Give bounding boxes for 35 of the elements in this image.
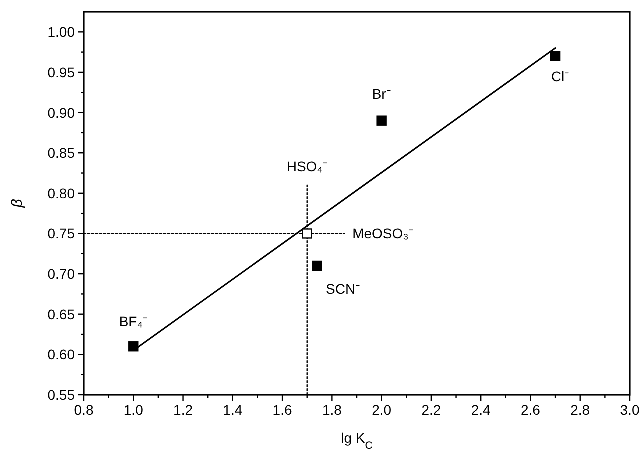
annotation: HSO₄⁻ <box>286 158 328 174</box>
y-tick-label: 0.75 <box>48 226 76 242</box>
x-tick-label: 2.2 <box>422 402 442 418</box>
x-tick-label: 2.6 <box>520 402 541 418</box>
x-tick-label: 0.8 <box>74 402 94 418</box>
annotation: Br⁻ <box>372 86 392 102</box>
text: 0.80 <box>48 185 75 202</box>
x-axis-title: lg K$_{C}$ <box>341 430 374 452</box>
point <box>550 51 561 62</box>
x-tick-label: 2.8 <box>570 402 590 418</box>
annotation: BF₄⁻ <box>119 314 148 330</box>
y-tick-label: 0.95 <box>48 64 76 80</box>
x-tick-label: 1.2 <box>174 402 194 418</box>
annotation: MeOSO₃⁻ <box>352 226 414 242</box>
y-tick-label: 0.65 <box>48 306 76 322</box>
text: 1.0 <box>124 402 144 418</box>
text: 2.0 <box>372 402 392 418</box>
y-tick-label: 0.55 <box>48 387 76 403</box>
point <box>128 342 139 352</box>
point <box>312 260 322 272</box>
x-tick-label: 1.4 <box>223 402 243 418</box>
y-tick-label: 0.85 <box>48 145 76 162</box>
point <box>376 116 387 126</box>
x-tick-label: 2.4 <box>471 402 492 418</box>
text: 3.0 <box>620 402 640 418</box>
x-tick-label: 1.6 <box>272 402 292 418</box>
y-axis-title: β <box>9 198 26 209</box>
annotation: SCN⁻ <box>326 280 361 297</box>
text: 0.70 <box>48 266 75 282</box>
text: 0.90 <box>48 104 75 121</box>
text: 1.00 <box>48 24 75 40</box>
annotation: Cl⁻ <box>551 68 570 84</box>
text: 0.60 <box>48 346 75 363</box>
point <box>302 228 312 239</box>
x-tick-label: 1.8 <box>322 402 342 418</box>
